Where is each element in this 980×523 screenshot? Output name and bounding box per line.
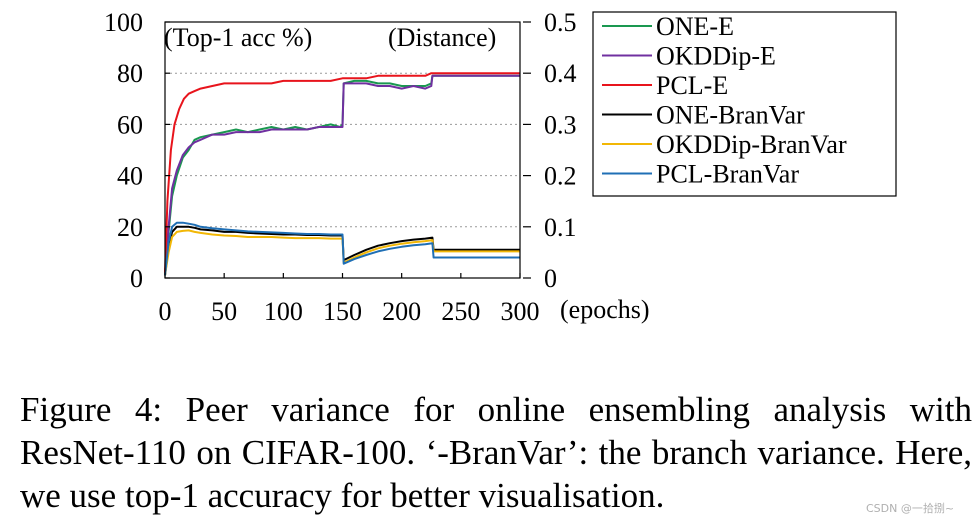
series-line-pcl-e bbox=[164, 72, 520, 273]
x-tick-label: 0 bbox=[159, 297, 172, 326]
right-tick-label: 0.1 bbox=[544, 213, 577, 242]
x-tick-label: 300 bbox=[501, 297, 540, 326]
right-tick-label: 0 bbox=[544, 264, 557, 293]
series-line-okddip-e bbox=[164, 74, 520, 273]
watermark: CSDN @一拾捌~ bbox=[866, 502, 955, 515]
x-tick-label: 250 bbox=[441, 297, 480, 326]
right-tick-label: 0.4 bbox=[544, 59, 577, 88]
left-tick-label: 0 bbox=[130, 264, 143, 293]
right-axis-label: (Distance) bbox=[388, 23, 496, 52]
right-tick-label: 0.2 bbox=[544, 162, 577, 191]
left-tick-label: 60 bbox=[117, 110, 143, 139]
axis-ticks: 0 20 40 60 80 100 0 0.1 0.2 0.3 0.4 0.5 0 50 100 150 200… bbox=[104, 8, 577, 326]
legend-label: OKDDip-BranVar bbox=[656, 130, 847, 159]
legend-label: PCL-E bbox=[656, 71, 728, 100]
legend-label: PCL-BranVar bbox=[656, 160, 799, 189]
legend-box bbox=[592, 11, 897, 197]
series-layer bbox=[164, 72, 520, 276]
left-tick-label: 40 bbox=[117, 162, 143, 191]
left-axis-label: (Top-1 acc %) bbox=[164, 23, 312, 52]
figure-caption: Figure 4: Peer variance for online ensem… bbox=[20, 390, 972, 515]
x-tick-label: 200 bbox=[382, 297, 421, 326]
legend: ONE-EOKDDip-EPCL-EONE-BranVarOKDDip-Bran… bbox=[592, 11, 897, 197]
x-tick-label: 50 bbox=[211, 297, 237, 326]
left-tick-label: 80 bbox=[117, 59, 143, 88]
legend-label: ONE-E bbox=[656, 12, 734, 41]
peer-variance-chart: 0 20 40 60 80 100 0 0.1 0.2 0.3 0.4 0.5 0 50 100 150 200… bbox=[104, 8, 897, 326]
x-tick-label: 150 bbox=[323, 297, 362, 326]
right-tick-label: 0.3 bbox=[544, 110, 577, 139]
x-tick-label: 100 bbox=[264, 297, 303, 326]
right-tick-label: 0.5 bbox=[544, 8, 577, 37]
series-line-pcl-branvar bbox=[164, 221, 520, 276]
left-tick-label: 100 bbox=[104, 8, 143, 37]
left-tick-label: 20 bbox=[117, 213, 143, 242]
legend-label: OKDDip-E bbox=[656, 42, 776, 71]
x-unit-label: (epochs) bbox=[560, 295, 650, 324]
series-line-okddip-branvar bbox=[164, 229, 520, 276]
legend-label: ONE-BranVar bbox=[656, 101, 805, 130]
